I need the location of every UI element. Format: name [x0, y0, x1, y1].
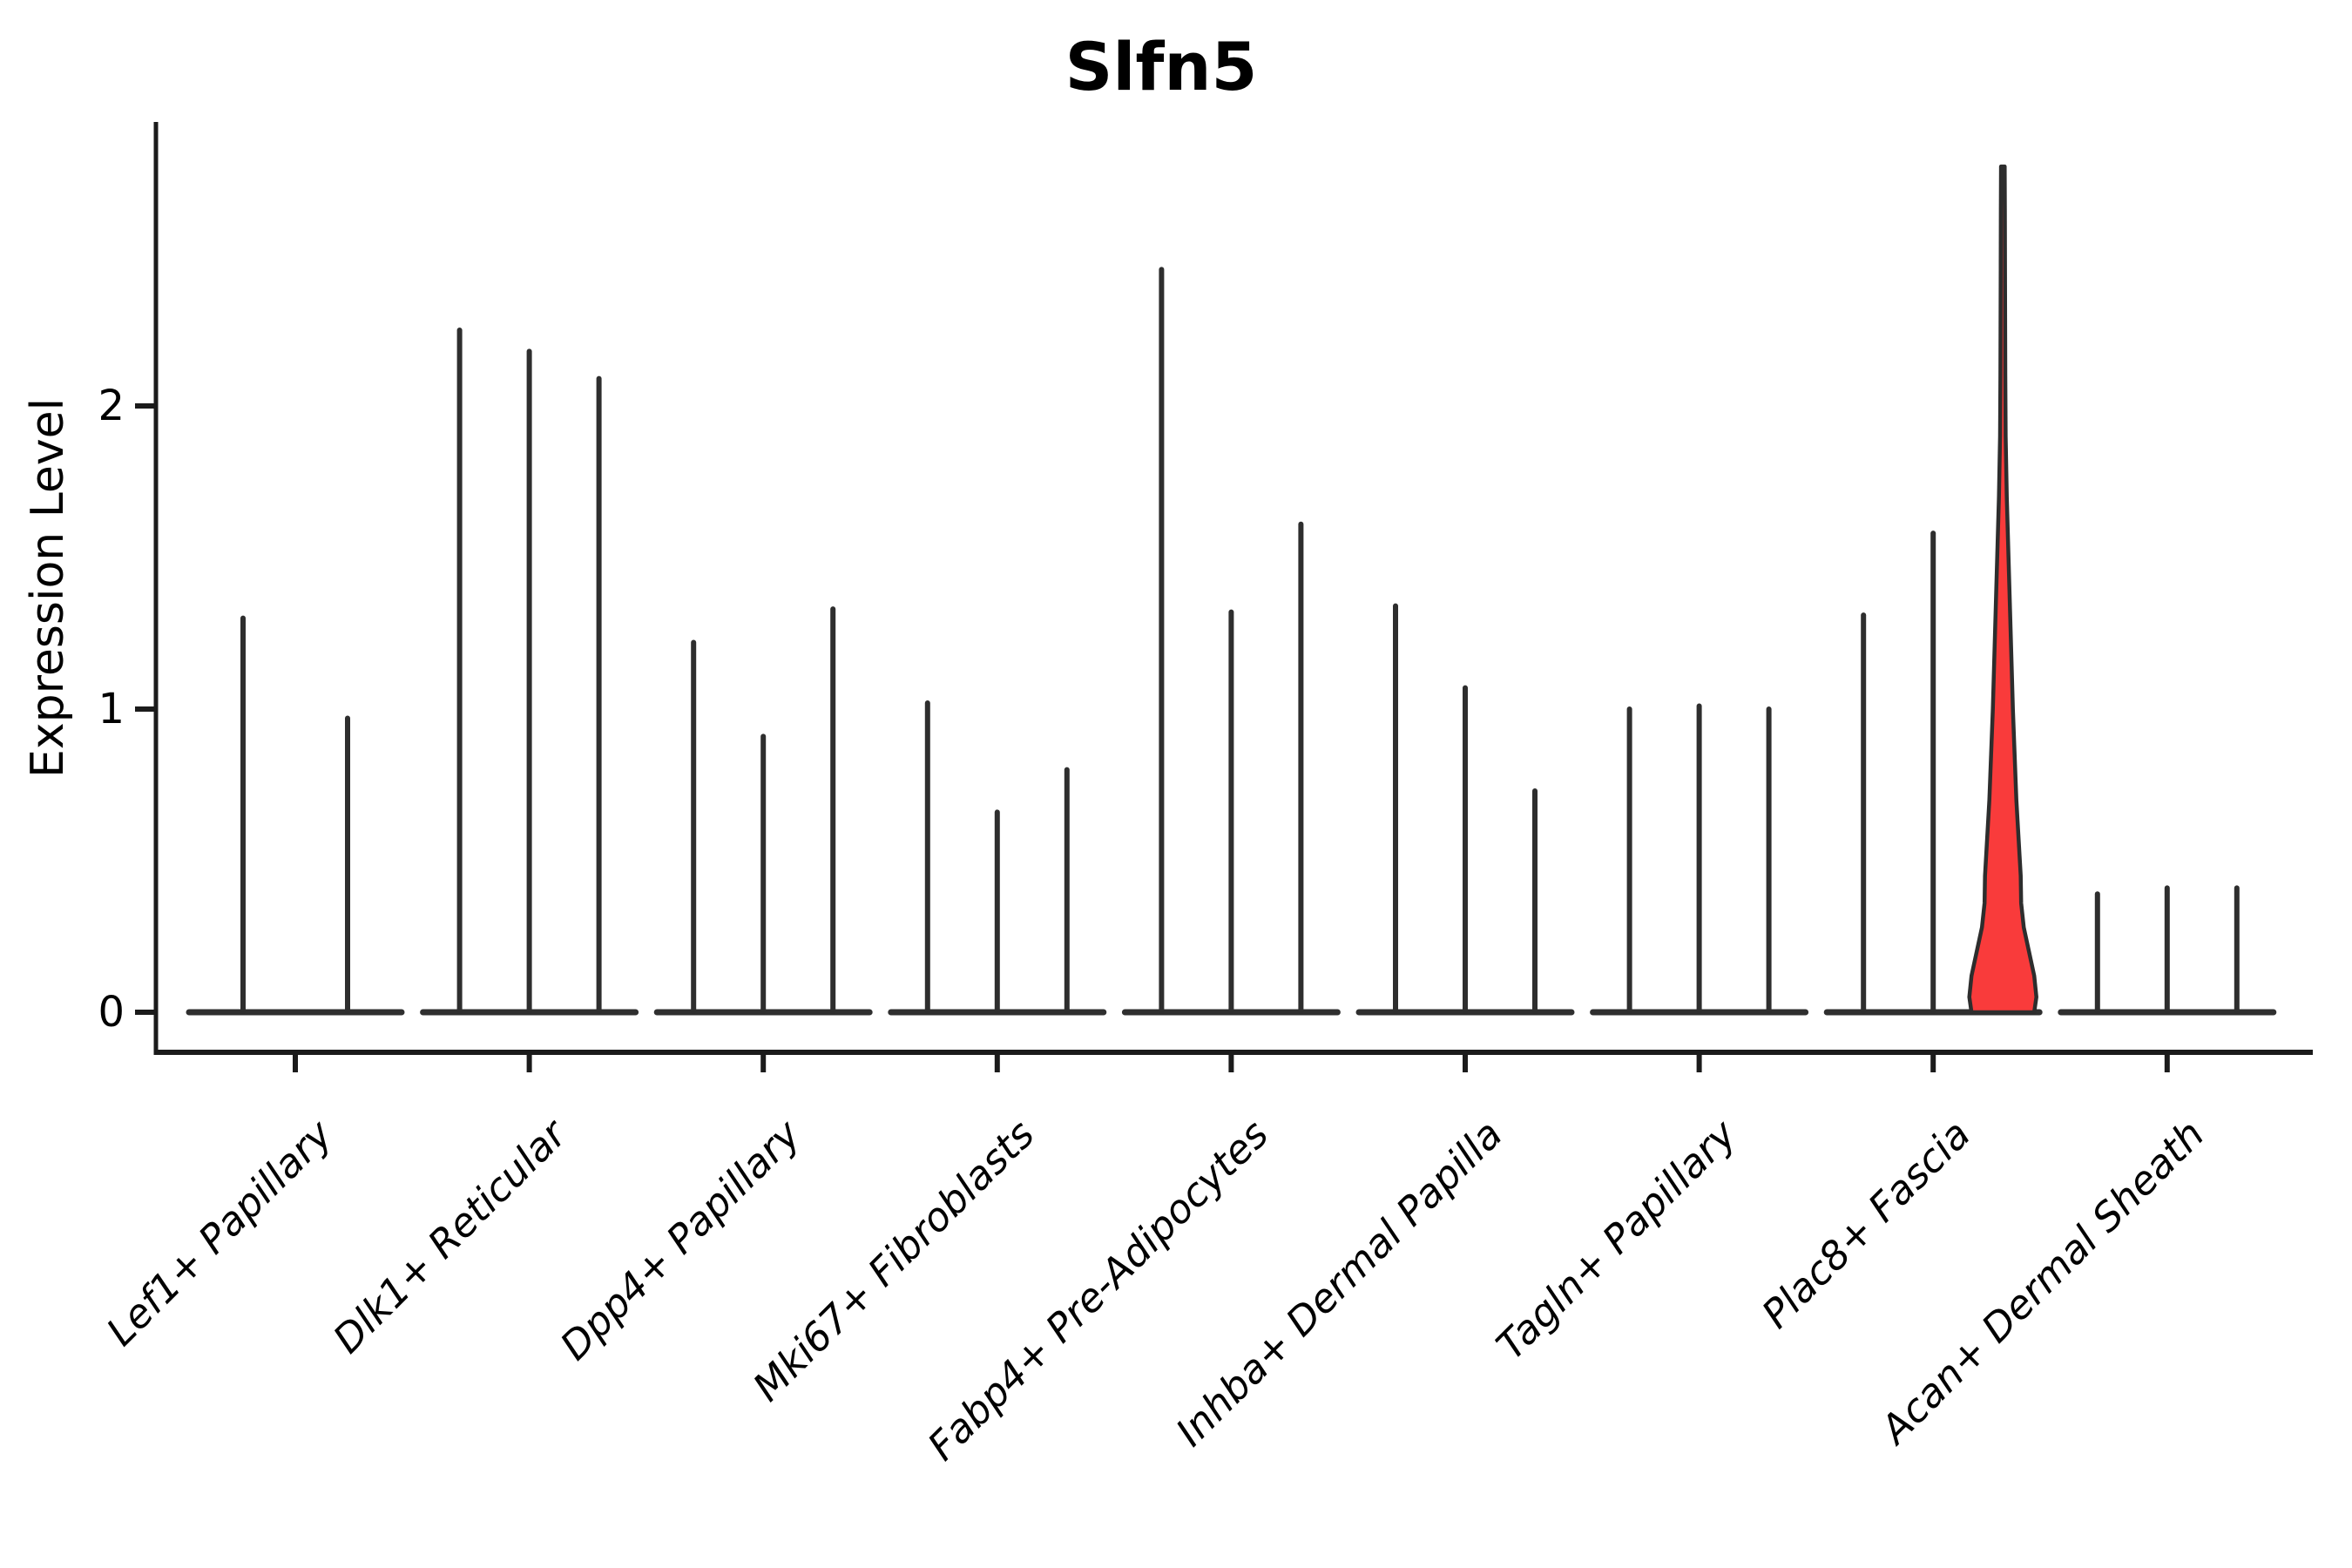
- violin-marks: [186, 164, 2277, 1016]
- y-tick-label: 2: [98, 382, 125, 430]
- x-tick-label-tagln-papillary: Tagln+ Papillary: [1487, 1110, 1746, 1369]
- plot-title: Slfn5: [1065, 28, 1258, 105]
- x-tick-label-dpp4-papillary: Dpp4+ Papillary: [551, 1110, 810, 1369]
- x-tick-label-dlk1-reticular: Dlk1+ Reticular: [324, 1110, 577, 1362]
- x-tick-label-lef1-papillary: Lef1+ Papillary: [98, 1110, 342, 1355]
- y-tick-label: 1: [98, 685, 125, 733]
- y-axis-label: Expression Level: [22, 398, 74, 778]
- highlighted-violin: [1967, 164, 2038, 1015]
- axes: [135, 122, 2313, 1072]
- x-tick-label-plac8-fascia: Plac8+ Fascia: [1753, 1111, 1979, 1337]
- y-tick-label: 0: [98, 988, 125, 1037]
